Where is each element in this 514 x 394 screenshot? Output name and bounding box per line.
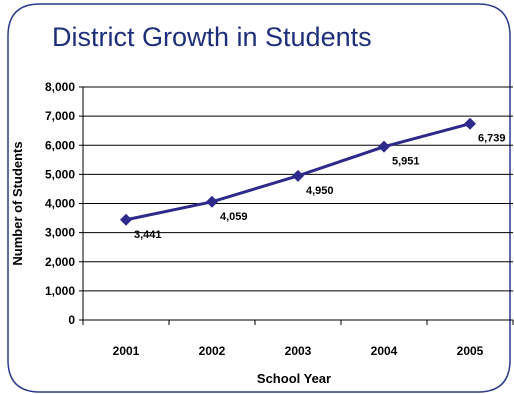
y-tick-label: 8,000 (45, 80, 75, 94)
data-label: 6,739 (478, 133, 506, 145)
x-axis-title: School Year (257, 371, 331, 386)
data-point-marker (378, 140, 390, 153)
y-tick-label: 3,000 (45, 226, 75, 240)
data-label: 4,950 (306, 185, 334, 197)
data-point-marker (292, 169, 304, 182)
y-tick-label: 1,000 (45, 284, 75, 298)
x-tick-label: 2001 (113, 344, 140, 358)
rounded-frame-border (7, 3, 511, 393)
data-label: 5,951 (392, 156, 420, 168)
x-tick-label: 2004 (371, 344, 398, 358)
x-tick-label: 2005 (457, 344, 484, 358)
data-label: 3,441 (134, 229, 162, 241)
data-point-marker (206, 195, 218, 208)
y-tick-label: 7,000 (45, 109, 75, 123)
y-tick-label: 4,000 (45, 197, 75, 211)
data-point-marker (464, 117, 476, 130)
chart-title: District Growth in Students (52, 22, 372, 52)
x-tick-label: 2002 (199, 344, 226, 358)
y-tick-label: 5,000 (45, 167, 75, 181)
y-axis-title: Number of Students (10, 141, 25, 265)
y-tick-label: 6,000 (45, 138, 75, 152)
data-label: 4,059 (220, 211, 248, 223)
y-tick-label: 0 (68, 313, 75, 327)
data-point-marker (120, 213, 132, 226)
x-tick-label: 2003 (285, 344, 312, 358)
y-tick-label: 2,000 (45, 255, 75, 269)
